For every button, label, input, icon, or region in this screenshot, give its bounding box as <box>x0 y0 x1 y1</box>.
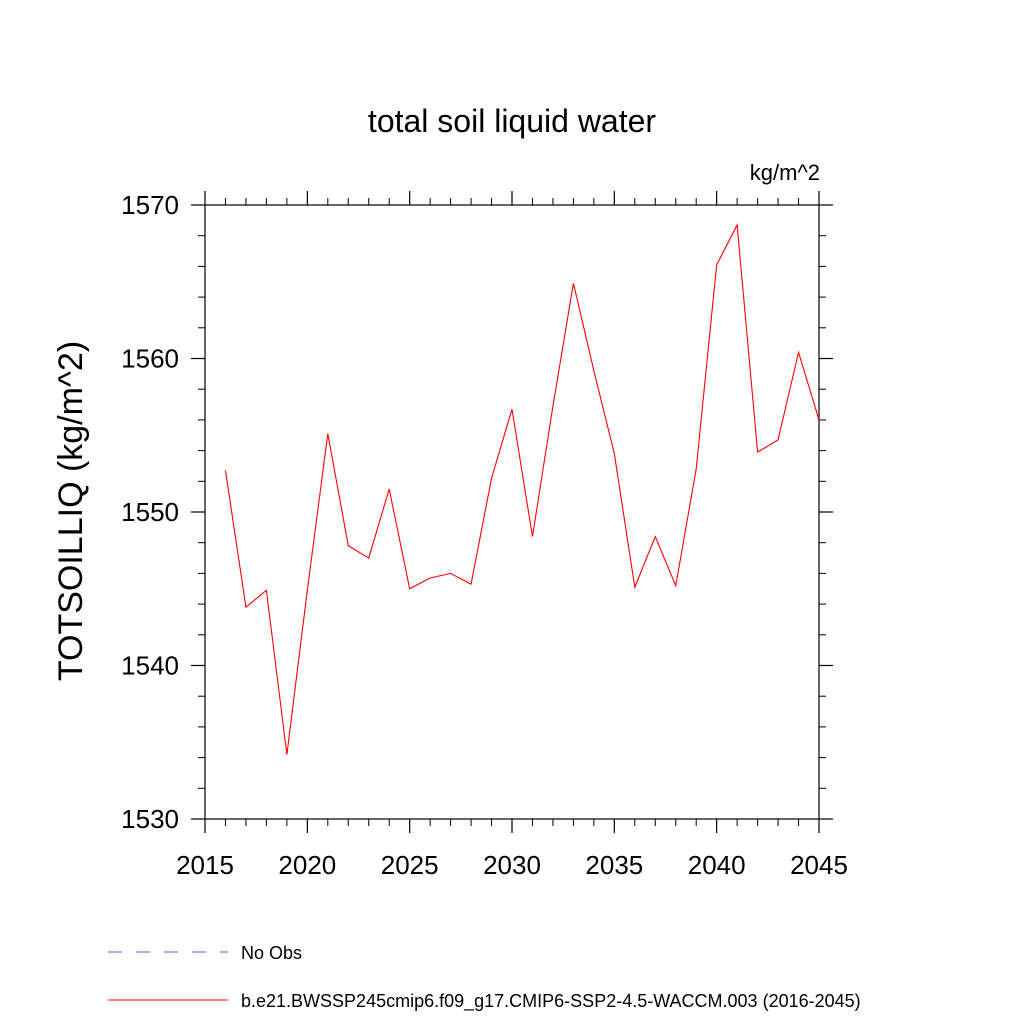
series-layer <box>224 223 820 755</box>
y-tick-label: 1560 <box>121 344 179 374</box>
x-tick-label: 2045 <box>790 850 848 880</box>
axis-ticks <box>191 191 833 833</box>
x-tick-label: 2015 <box>176 850 234 880</box>
x-tick-label: 2035 <box>585 850 643 880</box>
legend-label: No Obs <box>241 943 302 963</box>
x-tick-label: 2040 <box>688 850 746 880</box>
legend: No Obs b.e21.BWSSP245cmip6.f09_g17.CMIP6-… <box>108 943 861 1012</box>
tick-labels: 2015 2020 2025 2030 2035 2040 2045 1530 1540 1550… <box>121 190 848 880</box>
y-axis-label: TOTSOILLIQ (kg/m^2) <box>52 341 90 681</box>
series-line <box>224 223 820 755</box>
x-tick-label: 2025 <box>381 850 439 880</box>
y-tick-label: 1530 <box>121 804 179 834</box>
y-tick-label: 1550 <box>121 497 179 527</box>
y-tick-label: 1570 <box>121 190 179 220</box>
x-tick-label: 2020 <box>278 850 336 880</box>
units-label: kg/m^2 <box>750 160 820 185</box>
legend-label: b.e21.BWSSP245cmip6.f09_g17.CMIP6-SSP2-4… <box>241 991 861 1012</box>
y-tick-label: 1540 <box>121 651 179 681</box>
x-tick-label: 2030 <box>483 850 541 880</box>
plot-frame <box>204 204 820 820</box>
chart-title: total soil liquid water <box>368 103 656 139</box>
